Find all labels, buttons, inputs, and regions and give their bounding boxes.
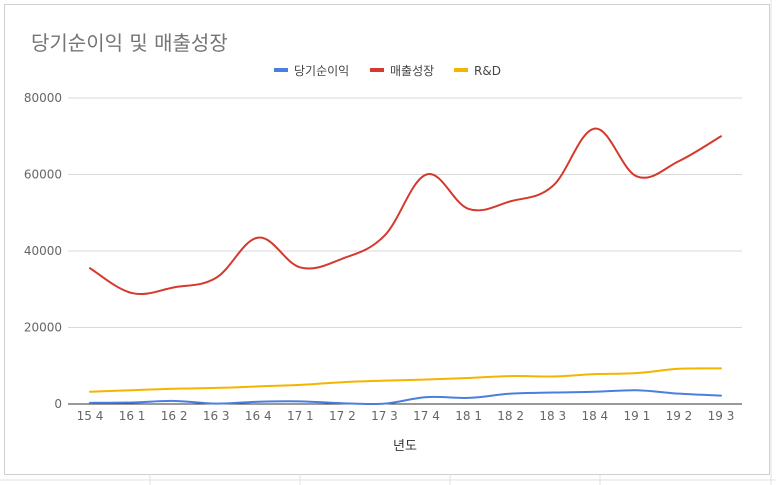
chart-container[interactable]: 당기순이익 및 매출성장 [4,4,770,475]
legend-label-2: 매출성장 [390,64,434,78]
legend-label-1: 당기순이익 [294,64,349,78]
x-tick-label: 16 1 [119,409,146,423]
x-tick-label: 16 3 [203,409,230,423]
x-tick-label: 18 3 [539,409,566,423]
x-tick-label: 16 2 [161,409,188,423]
legend-label-3: R&D [474,64,501,78]
series-line-2 [89,127,722,296]
chart-title: 당기순이익 및 매출성장 [31,31,228,55]
y-tick-label: 40000 [24,244,62,258]
y-tick-label: 80000 [24,91,62,105]
legend-swatch-3 [454,68,468,72]
series-line-3 [89,367,722,393]
y-tick-label: 60000 [24,168,62,182]
legend-swatch-2 [370,68,384,72]
x-tick-label: 19 2 [666,409,693,423]
x-tick-label: 15 4 [77,409,104,423]
x-tick-label: 17 3 [371,409,398,423]
x-tick-label: 18 1 [455,409,482,423]
legend-swatch-1 [274,68,288,72]
x-tick-label: 17 4 [413,409,440,423]
x-tick-label: 18 2 [497,409,524,423]
x-tick-label: 18 4 [581,409,608,423]
y-tick-label: 0 [54,397,62,411]
y-tick-label: 20000 [24,321,62,335]
x-tick-label: 17 1 [287,409,314,423]
x-tick-label: 19 3 [708,409,735,423]
x-tick-label: 16 4 [245,409,272,423]
x-tick-label: 17 2 [329,409,356,423]
x-tick-label: 19 1 [624,409,651,423]
x-axis-title: 년도 [393,439,417,454]
series-line-1 [89,389,722,406]
